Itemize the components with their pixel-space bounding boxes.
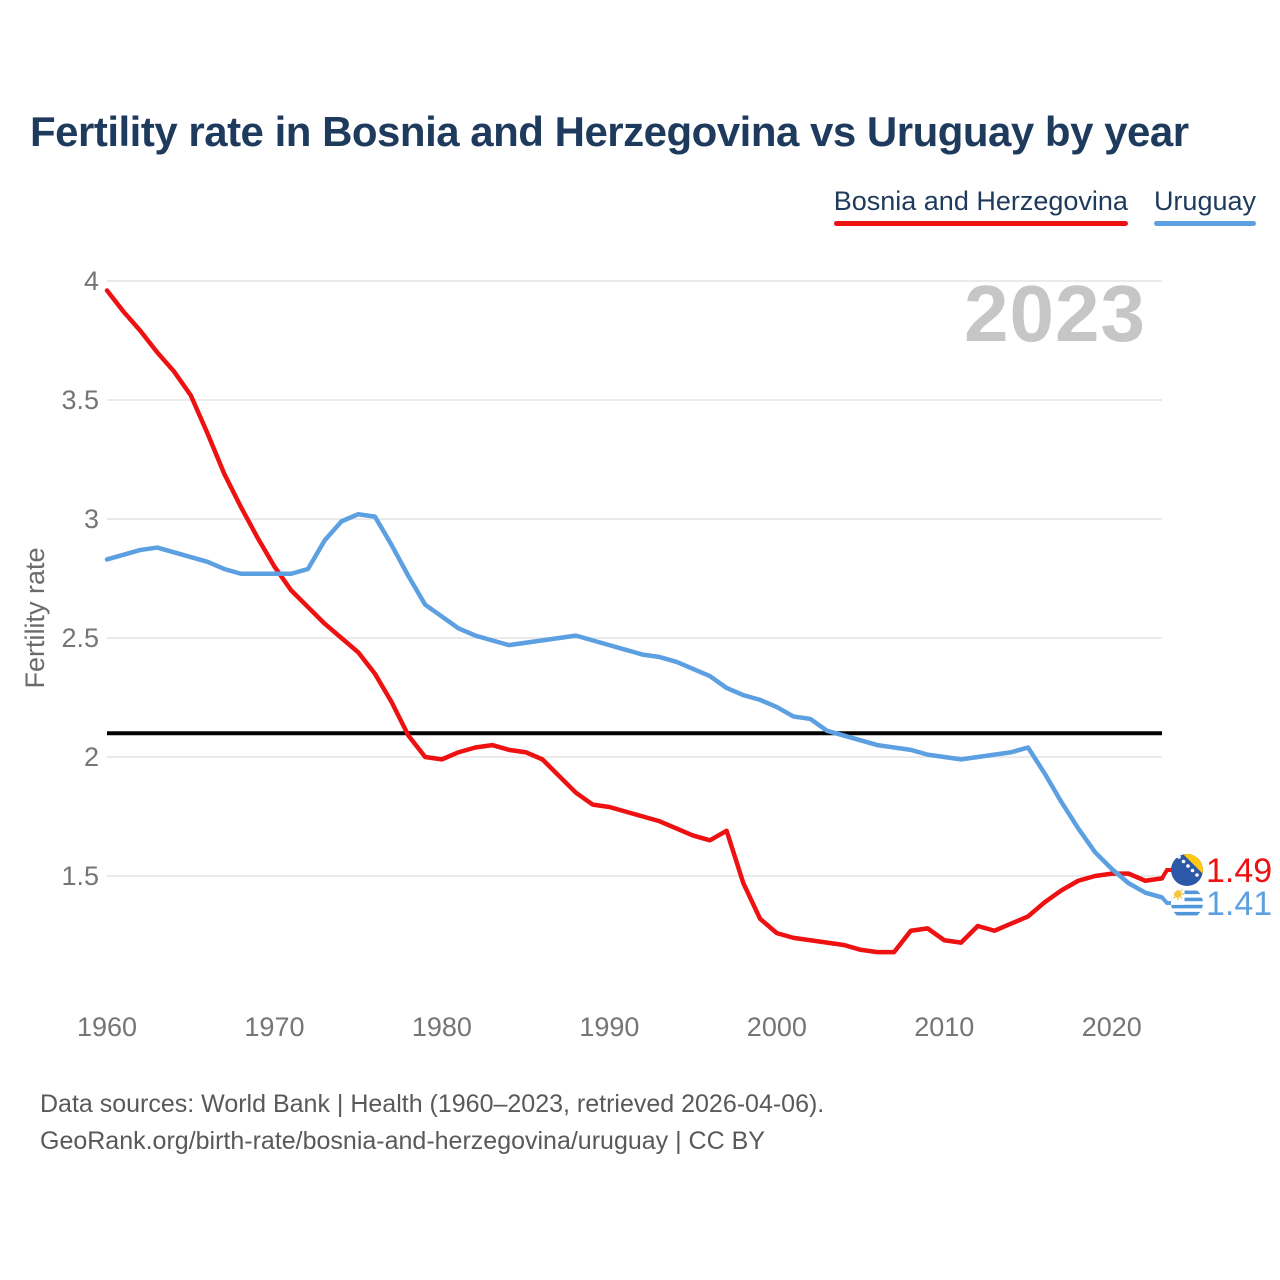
x-tick-label: 1970: [244, 1012, 304, 1042]
flag-sun-ray: [1172, 889, 1176, 892]
y-tick-label: 4: [84, 266, 99, 296]
y-tick-label: 3: [84, 504, 99, 534]
y-tick-label: 1.5: [61, 861, 99, 891]
x-tick-label: 1980: [412, 1012, 472, 1042]
flag-stripe: [1171, 890, 1203, 895]
leader-bosnia-and-herzegovina: [1160, 868, 1172, 880]
series-line-uruguay: [104, 511, 1165, 900]
y-tick-label: 3.5: [61, 385, 99, 415]
legend-underline-bosnia-and-herzegovina: [833, 221, 1128, 226]
legend-item-uruguay[interactable]: Uruguay: [1153, 186, 1256, 226]
flag-sun-ray: [1172, 896, 1176, 899]
year-watermark: 2023: [964, 269, 1146, 358]
flag-star: [1177, 855, 1181, 859]
footer-sources-line: Data sources: World Bank | Health (1960–…: [40, 1090, 825, 1118]
flag-sun-ray: [1180, 889, 1183, 892]
footer: Data sources: World Bank | Health (1960–…: [40, 1086, 824, 1160]
flag-star: [1190, 868, 1195, 873]
footer-attribution-line: GeoRank.org/birth-rate/bosnia-and-herzeg…: [40, 1127, 765, 1155]
end-value-bosnia-and-herzegovina: 1.49: [1206, 852, 1272, 890]
x-tick-label: 2000: [747, 1012, 807, 1042]
flag-stripe: [1171, 911, 1203, 916]
flag-stripe: [1171, 904, 1203, 909]
flag-sun: [1173, 890, 1182, 898]
flag-sun-ray: [1180, 896, 1183, 899]
flag-stripe: [1171, 897, 1203, 902]
x-tick-label: 2020: [1082, 1012, 1142, 1042]
legend: Bosnia and Herzegovina Uruguay: [833, 186, 1256, 226]
x-tick-label: 2010: [914, 1012, 974, 1042]
uruguay-flag-icon: [1171, 887, 1203, 919]
y-axis-title: Fertility rate: [20, 547, 50, 688]
legend-label-bosnia-and-herzegovina: Bosnia and Herzegovina: [833, 186, 1128, 216]
flag-star: [1195, 873, 1199, 877]
leader-uruguay: [1160, 896, 1172, 905]
series-line-bosnia-and-herzegovina: [104, 288, 1165, 955]
flag-star: [1186, 864, 1190, 868]
chart-title: Fertility rate in Bosnia and Herzegovina…: [30, 108, 1189, 155]
x-tick-label: 1960: [77, 1012, 137, 1042]
end-value-uruguay: 1.41: [1206, 885, 1272, 923]
y-tick-label: 2: [84, 742, 99, 772]
flag-star: [1181, 859, 1186, 864]
bosnia-and-herzegovina-flag-icon: [1171, 854, 1203, 886]
x-tick-label: 1990: [579, 1012, 639, 1042]
legend-item-bosnia-and-herzegovina[interactable]: Bosnia and Herzegovina: [833, 186, 1128, 226]
y-tick-label: 2.5: [61, 623, 99, 653]
legend-label-uruguay: Uruguay: [1153, 186, 1256, 216]
legend-underline-uruguay: [1153, 221, 1256, 226]
